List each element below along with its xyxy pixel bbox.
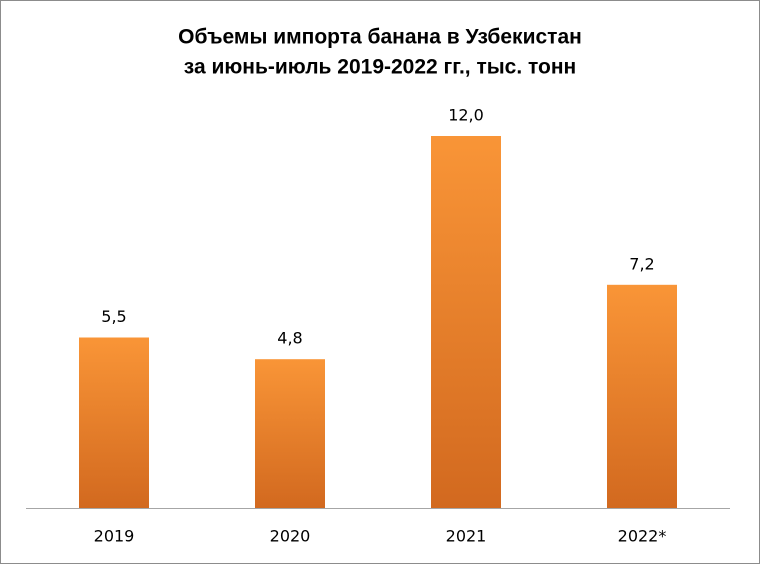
bar bbox=[607, 284, 677, 508]
value-label: 4,8 bbox=[277, 329, 302, 348]
bar bbox=[431, 136, 501, 508]
value-label: 12,0 bbox=[448, 106, 484, 125]
x-tick-label: 2019 bbox=[94, 527, 135, 546]
chart-title: Объемы импорта банана в Узбекистан bbox=[178, 26, 582, 49]
value-label: 5,5 bbox=[101, 307, 126, 326]
x-tick-label: 2022* bbox=[618, 527, 667, 546]
bar bbox=[255, 359, 325, 508]
x-tick-label: 2020 bbox=[270, 527, 311, 546]
chart-title: за июнь-июль 2019-2022 гг., тыс. тонн bbox=[184, 56, 576, 79]
bar bbox=[79, 337, 149, 508]
value-label: 7,2 bbox=[629, 254, 654, 273]
x-tick-label: 2021 bbox=[446, 527, 487, 546]
